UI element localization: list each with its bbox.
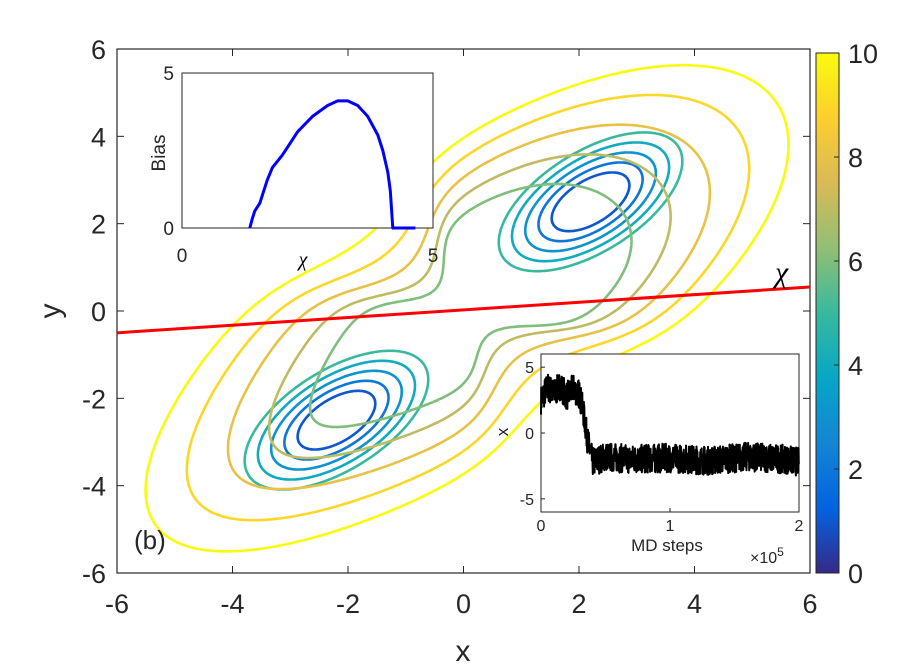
colorbar-tick-label-2: 4 <box>848 351 863 381</box>
x-multiplier: ×105 <box>750 545 784 567</box>
y-tick-label-3: 0 <box>91 297 106 327</box>
x-tick-label-3: 0 <box>456 589 471 619</box>
trajectory-inset-x-tick-label-0: 0 <box>537 518 546 535</box>
contour-level-5-well-1 <box>243 349 430 491</box>
bias-inset-x-tick-label-0: 0 <box>177 246 188 267</box>
bias-inset-xlabel: χ <box>297 249 309 271</box>
bias-inset-y-tick-label-0: 0 <box>163 219 174 240</box>
x-tick-label-4: 2 <box>571 589 586 619</box>
x-tick-label-5: 4 <box>687 589 702 619</box>
trajectory-inset-x-tick-label-1: 1 <box>666 518 675 535</box>
trajectory-inset-ticks: 0 1 2-505 <box>520 360 804 535</box>
trajectory-inset-xlabel: MD steps <box>631 536 703 555</box>
y-tick-label-1: -4 <box>82 472 106 502</box>
x-axis-label: x <box>456 635 471 668</box>
colorbar-tick-label-1: 2 <box>848 455 863 485</box>
trajectory-inset-ylabel: x <box>493 427 512 436</box>
colorbar-ticks: 0 2 4 6 8 10 <box>834 39 878 589</box>
x-tick-label-6: 6 <box>802 589 817 619</box>
bias-inset-ticks: 0 5 0 5 <box>163 64 438 267</box>
bias-inset: 0 5 0 5 χ Bias <box>149 64 438 271</box>
colorbar-tick-label-0: 0 <box>848 559 863 589</box>
bias-inset-ylabel: Bias <box>149 135 170 172</box>
x-tick-label-1: -4 <box>220 589 244 619</box>
trajectory-curve <box>540 373 800 477</box>
x-multiplier-exponent: 5 <box>777 545 784 559</box>
colorbar-tick-label-3: 6 <box>848 247 863 277</box>
cv-line <box>117 285 810 335</box>
colorbar-tick-label-5: 10 <box>848 39 878 69</box>
trajectory-inset-y-tick-label-1: 0 <box>525 426 534 443</box>
main-x-ticks: -6 -4 -2 0 2 4 6 <box>105 49 818 619</box>
y-tick-label-5: 4 <box>91 122 106 152</box>
x-tick-label-0: -6 <box>105 589 129 619</box>
trajectory-inset-y-tick-label-0: -5 <box>520 492 534 509</box>
contour-level-6 <box>308 182 633 429</box>
contour-level-9 <box>185 93 751 522</box>
colorbar: 0 2 4 6 8 10 <box>815 39 878 589</box>
main-y-ticks: -6 -4 -2 0 2 4 6 <box>82 35 810 589</box>
bias-inset-y-tick-label-1: 5 <box>163 64 174 85</box>
contour-level-1-well-1 <box>296 389 377 451</box>
trajectory-inset-y-tick-label-2: 5 <box>525 360 534 377</box>
contour-level-2-well-2 <box>537 161 644 243</box>
contour-level-3-well-1 <box>269 369 403 471</box>
y-axis-label: y <box>34 304 67 319</box>
contour-level-3-well-2 <box>524 151 658 253</box>
y-tick-label-4: 2 <box>91 210 106 240</box>
y-tick-label-6: 6 <box>91 35 106 65</box>
bias-inset-x-tick-label-1: 5 <box>428 246 439 267</box>
colorbar-strip <box>815 52 840 574</box>
contour-level-1-well-2 <box>550 171 631 233</box>
y-tick-label-2: -2 <box>82 384 106 414</box>
trajectory-inset-x-tick-label-2: 2 <box>795 518 804 535</box>
trajectory-inset: 0 1 2-505 MD steps x ×105 <box>493 353 804 567</box>
contour-lines <box>144 63 790 553</box>
contour-level-8 <box>226 123 712 491</box>
panel-label: (b) <box>134 525 166 555</box>
cv-line-label: χ <box>772 256 789 289</box>
trajectory-inset-frame <box>540 353 800 513</box>
y-tick-label-0: -6 <box>82 559 106 589</box>
contour-level-4-well-1 <box>256 359 417 481</box>
contour-level-4-well-2 <box>510 141 671 263</box>
bias-inset-frame <box>181 72 434 229</box>
x-multiplier-base: ×10 <box>750 550 777 567</box>
x-tick-label-2: -2 <box>336 589 360 619</box>
bias-curve <box>248 99 416 230</box>
contour-level-10 <box>144 63 790 553</box>
colorbar-tick-label-4: 8 <box>848 143 863 173</box>
